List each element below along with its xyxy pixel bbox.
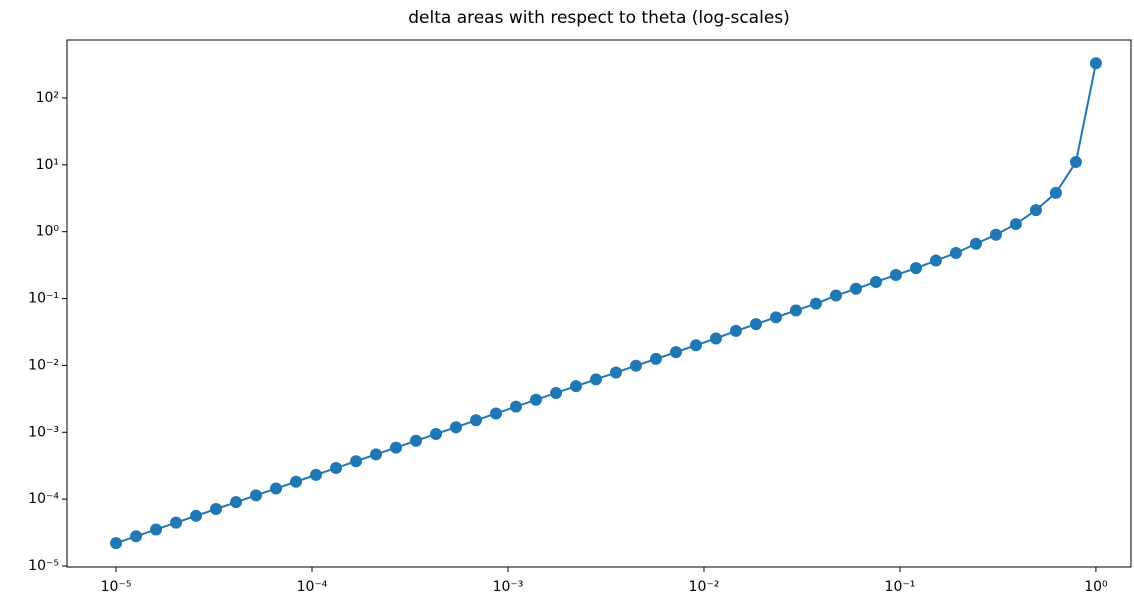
y-tick-label: 10⁻¹ [28,291,59,307]
point [170,516,183,529]
x-tick-label: 10⁻² [689,579,720,595]
y-tick-label: 10⁻⁴ [28,491,59,507]
point [270,482,283,495]
point [150,523,163,536]
point [330,462,343,475]
point [929,254,942,267]
y-tick-label: 10⁻⁵ [28,558,59,574]
point [589,373,602,386]
point [190,509,203,522]
point [809,297,822,310]
point [749,318,762,331]
y-tick-label: 10¹ [36,157,59,173]
y-tick-label: 10⁻³ [28,424,59,440]
point [689,339,702,352]
point [230,496,243,509]
point [390,441,403,454]
point [829,289,842,302]
plot-frame [66,39,1132,568]
point [889,268,902,281]
x-tick-label: 10⁻⁴ [297,579,328,595]
point [430,427,443,440]
point [989,228,1002,241]
point [1049,186,1062,199]
point [210,502,223,515]
point [1029,204,1042,217]
x-tick-label: 10⁻⁵ [101,579,132,595]
point [849,282,862,295]
point [529,393,542,406]
point [869,275,882,288]
point [669,346,682,359]
point [310,468,323,481]
point [290,475,303,488]
point [510,400,523,413]
x-tick-label: 10⁰ [1084,579,1108,595]
point [1089,57,1102,70]
point [410,434,423,447]
point [629,359,642,372]
point [909,262,922,275]
point [609,366,622,379]
point [969,237,982,250]
point [1009,218,1022,231]
point [949,246,962,259]
y-tick-label: 10² [36,90,59,106]
series-line [115,63,1097,545]
point [250,489,263,502]
x-tick-label: 10⁻¹ [885,579,916,595]
point [729,324,742,337]
y-tick-label: 10⁻² [28,357,59,373]
chart-title: delta areas with respect to theta (log-s… [408,8,790,28]
point [130,530,143,543]
point [569,380,582,393]
point [370,448,383,461]
y-tick-label: 10⁰ [36,224,60,240]
point [450,421,463,434]
point [789,304,802,317]
point [1069,156,1082,169]
point [649,352,662,365]
point [489,407,502,420]
x-tick-label: 10⁻³ [493,579,524,595]
point [110,537,123,550]
point [550,386,563,399]
point [709,332,722,345]
point [469,414,482,427]
point [769,311,782,324]
point [350,455,363,468]
